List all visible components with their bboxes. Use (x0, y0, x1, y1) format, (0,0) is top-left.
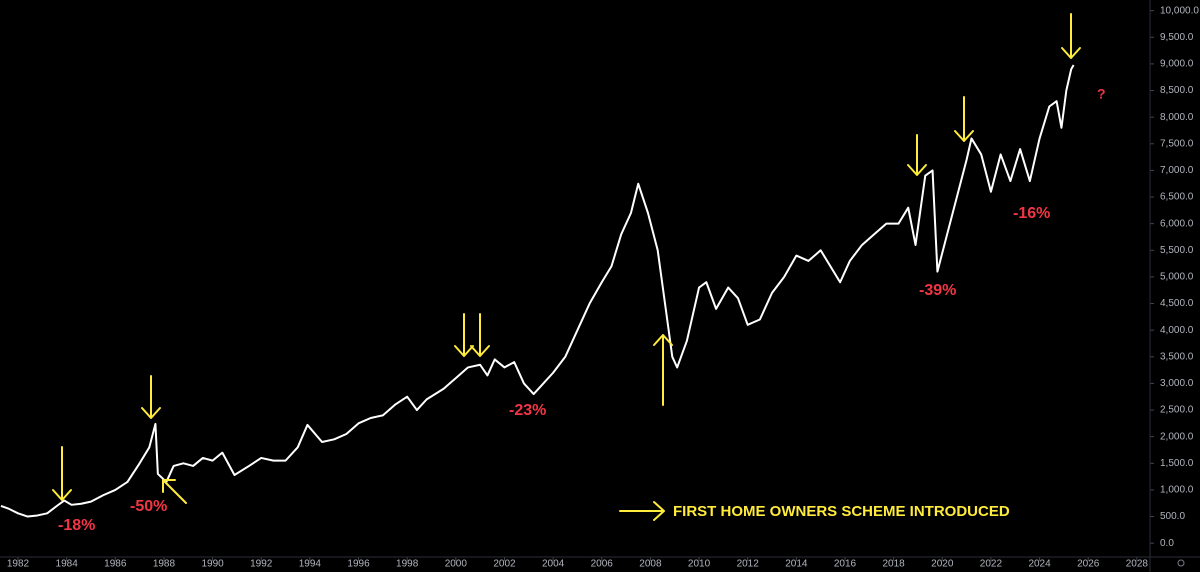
annotation: -39% (919, 282, 956, 299)
x-tick-label: 1982 (7, 559, 30, 570)
arrow (52, 446, 72, 501)
x-tick-label: 2002 (493, 559, 516, 570)
arrow (162, 479, 187, 504)
annotation: -18% (58, 517, 95, 534)
y-tick-label: 6,500.0 (1160, 192, 1194, 203)
x-tick-label: 2018 (883, 559, 906, 570)
settings-icon[interactable] (1177, 559, 1185, 567)
y-tick-label: 4,000.0 (1160, 325, 1194, 336)
annotation: -23% (509, 402, 546, 419)
x-tick-label: 1998 (396, 559, 419, 570)
arrow (619, 501, 665, 521)
y-tick-label: 8,500.0 (1160, 85, 1194, 96)
y-tick-label: 0.0 (1160, 538, 1174, 549)
y-tick-label: 3,000.0 (1160, 378, 1194, 389)
y-tick-label: 9,000.0 (1160, 59, 1194, 70)
x-tick-label: 2010 (688, 559, 711, 570)
annotation: -16% (1013, 205, 1050, 222)
x-tick-label: 1986 (104, 559, 127, 570)
x-tick-label: 2026 (1077, 559, 1100, 570)
arrow (653, 334, 673, 406)
x-tick-label: 2016 (834, 559, 857, 570)
price-line (0, 64, 1075, 518)
y-tick-label: 8,000.0 (1160, 112, 1194, 123)
y-tick-label: 9,500.0 (1160, 32, 1194, 43)
x-tick-label: 2000 (445, 559, 468, 570)
x-tick-label: 2008 (639, 559, 662, 570)
y-tick-label: 6,000.0 (1160, 218, 1194, 229)
x-tick-label: 2028 (1126, 559, 1149, 570)
y-tick-label: 7,000.0 (1160, 165, 1194, 176)
x-tick-label: 1996 (347, 559, 370, 570)
x-tick-label: 1990 (201, 559, 224, 570)
x-tick-label: 2004 (542, 559, 565, 570)
y-tick-label: 5,500.0 (1160, 245, 1194, 256)
y-tick-label: 3,500.0 (1160, 351, 1194, 362)
annotation: ? (1097, 86, 1106, 102)
x-tick-label: 2014 (785, 559, 808, 570)
y-tick-label: 1,500.0 (1160, 458, 1194, 469)
x-tick-label: 2024 (1028, 559, 1051, 570)
y-tick-label: 500.0 (1160, 511, 1185, 522)
x-tick-label: 1988 (153, 559, 176, 570)
y-tick-label: 10,000.0 (1160, 5, 1199, 16)
x-tick-label: 1994 (299, 559, 322, 570)
arrows (52, 13, 1081, 521)
y-tick-label: 2,000.0 (1160, 431, 1194, 442)
annotation: -50% (130, 498, 167, 515)
arrow (454, 313, 474, 357)
y-tick-label: 2,500.0 (1160, 405, 1194, 416)
annotation: FIRST HOME OWNERS SCHEME INTRODUCED (673, 503, 1010, 520)
x-tick-label: 1992 (250, 559, 273, 570)
arrow (1061, 13, 1081, 59)
x-tick-label: 1984 (56, 559, 79, 570)
y-tick-label: 7,500.0 (1160, 138, 1194, 149)
arrow (141, 375, 161, 419)
x-tick-label: 2022 (980, 559, 1003, 570)
arrow (907, 134, 927, 176)
y-tick-label: 4,500.0 (1160, 298, 1194, 309)
arrow (954, 96, 974, 142)
x-tick-label: 2006 (591, 559, 614, 570)
arrow (470, 313, 490, 357)
y-tick-label: 5,000.0 (1160, 272, 1194, 283)
x-tick-label: 2012 (737, 559, 760, 570)
x-tick-label: 2020 (931, 559, 954, 570)
y-tick-label: 1,000.0 (1160, 485, 1194, 496)
